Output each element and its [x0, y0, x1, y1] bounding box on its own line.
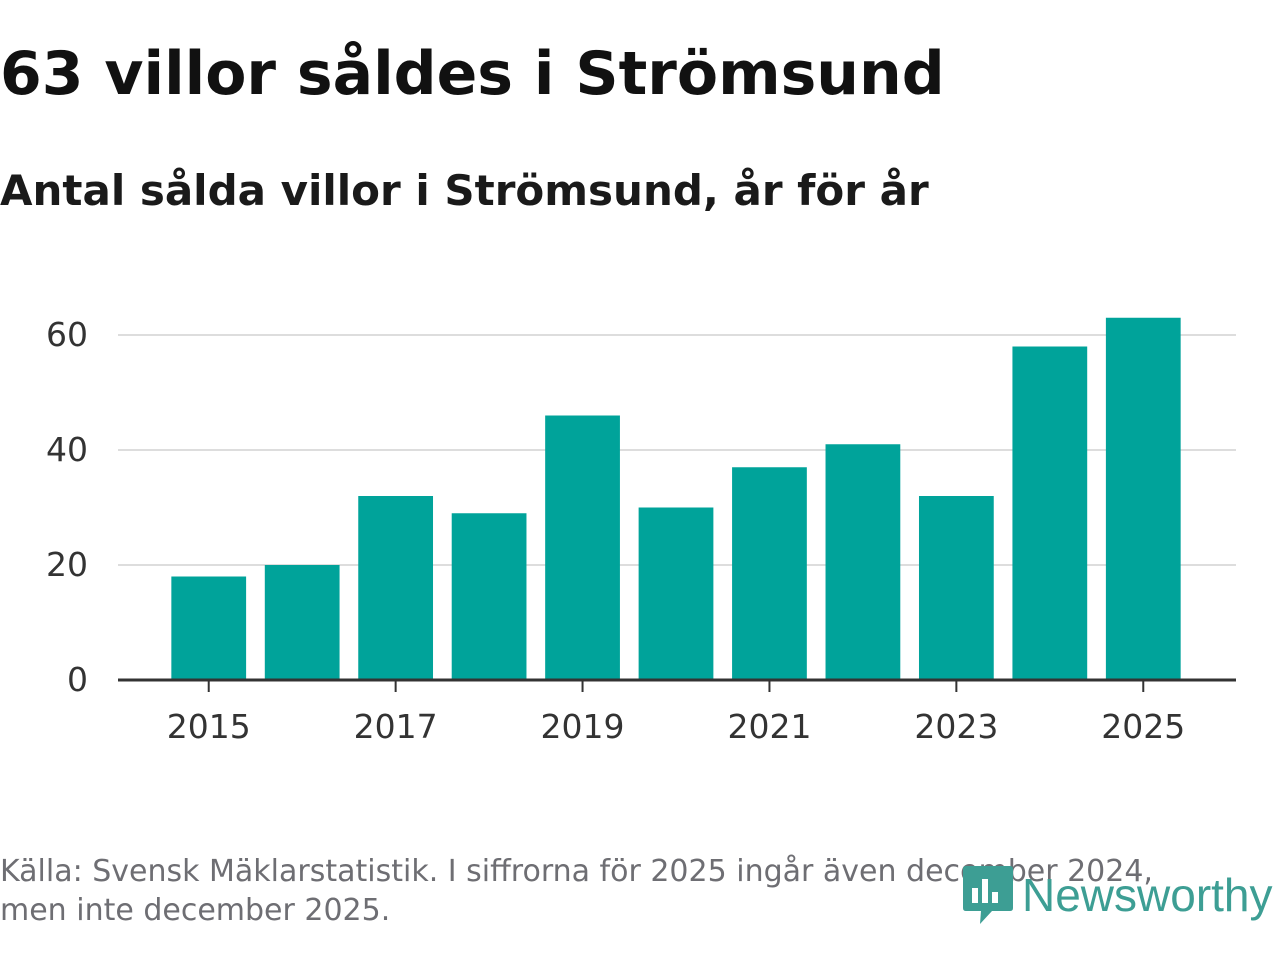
bar-2019: [545, 415, 620, 680]
x-tick-label: 2023: [914, 707, 998, 746]
bar-2022: [825, 444, 901, 680]
y-axis-labels: 0 20 40 60: [46, 315, 88, 699]
source-note: Källa: Svensk Mäklarstatistik. I siffror…: [0, 852, 1230, 930]
x-tick-label: 2021: [727, 707, 811, 746]
x-tick-label: 2015: [167, 707, 251, 746]
x-tick-label: 2025: [1101, 707, 1185, 746]
y-tick-label: 60: [46, 315, 88, 354]
bar-2017: [358, 496, 434, 680]
bar-2021: [732, 467, 807, 680]
bar-2016: [264, 565, 340, 680]
y-tick-label: 20: [46, 545, 88, 584]
brand-name: Newsworthy: [1022, 869, 1273, 921]
bar-2024: [1012, 346, 1088, 680]
newsworthy-logo-icon: [963, 866, 1013, 924]
bars: [171, 317, 1181, 680]
source-note-line-2: men inte december 2025.: [0, 893, 391, 928]
bar-2020: [638, 507, 714, 680]
chart-subtitle: Antal sålda villor i Strömsund, år för å…: [0, 166, 929, 215]
bar-2018: [451, 513, 527, 680]
x-tick-label: 2019: [541, 707, 625, 746]
source-note-line-1: Källa: Svensk Mäklarstatistik. I siffror…: [0, 854, 1153, 889]
x-tick-label: 2017: [354, 707, 438, 746]
y-tick-label: 40: [46, 430, 88, 469]
bar-2015: [171, 576, 247, 680]
chart-title: 63 villor såldes i Strömsund: [0, 39, 945, 109]
x-axis-ticks: 2015 2017 2019 2021 2023 2025: [167, 680, 1185, 746]
bar-chart: 2015 2017 2019 2021 2023 2025 0 20 40 60: [46, 315, 1236, 746]
bar-2023: [918, 496, 994, 680]
y-tick-label: 0: [67, 660, 88, 699]
brand-logo: Newsworthy: [962, 862, 1273, 928]
bar-2025: [1105, 317, 1181, 680]
